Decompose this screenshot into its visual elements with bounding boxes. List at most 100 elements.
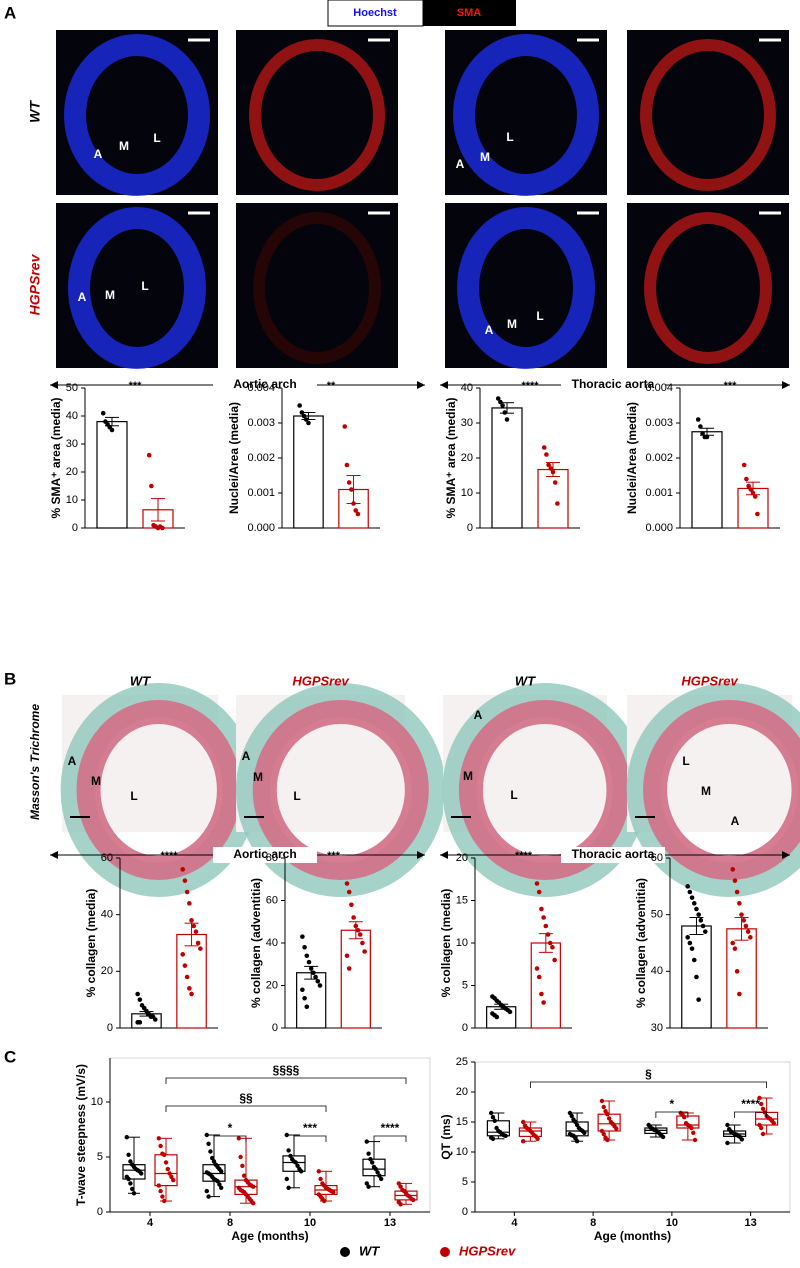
- data-point: [349, 902, 354, 908]
- data-point: [346, 889, 352, 895]
- data-point: [180, 952, 186, 957]
- data-point: [725, 1122, 730, 1128]
- x-tick-label: 10: [666, 1217, 678, 1229]
- column-title: WT: [515, 673, 536, 688]
- data-point: [364, 1139, 369, 1144]
- tissue-label: L: [536, 309, 543, 323]
- y-tick-label: 50: [66, 382, 78, 394]
- data-point: [702, 929, 708, 934]
- data-point: [411, 1197, 416, 1203]
- data-point: [759, 1101, 764, 1107]
- data-point: [745, 929, 751, 934]
- y-tick-label: 20: [456, 1086, 468, 1098]
- data-point: [541, 915, 546, 920]
- data-point: [211, 1159, 217, 1164]
- data-point: [734, 969, 740, 974]
- data-point: [698, 424, 703, 429]
- tissue-ring: [640, 39, 776, 191]
- data-point: [569, 1113, 574, 1119]
- data-point: [317, 983, 323, 988]
- data-point: [251, 1201, 256, 1206]
- data-point: [156, 1136, 161, 1141]
- data-point: [377, 1173, 382, 1178]
- data-point: [351, 915, 356, 920]
- data-point: [743, 923, 749, 929]
- data-point: [396, 1181, 401, 1186]
- y-axis-label: % SMA⁺ area (media): [444, 397, 458, 518]
- plot-frame: [474, 1061, 791, 1213]
- media: [76, 700, 241, 880]
- y-tick-label: 5: [462, 1176, 468, 1188]
- tissue-label: A: [731, 814, 740, 828]
- data-point: [169, 1174, 174, 1180]
- data-point: [240, 1163, 245, 1169]
- legend-label: HGPSrev: [459, 1243, 516, 1258]
- data-point: [195, 940, 201, 946]
- data-point: [582, 1130, 587, 1136]
- data-point: [373, 1166, 378, 1172]
- bar: [96, 421, 128, 529]
- data-point: [299, 410, 305, 415]
- tissue-label: L: [293, 789, 300, 803]
- tissue-ring: [253, 212, 381, 364]
- y-tick-label: 20: [266, 979, 278, 991]
- data-point: [760, 1106, 766, 1112]
- y-tick-label: 0.002: [645, 452, 673, 464]
- significance-bracket: [373, 1135, 407, 1142]
- y-axis-label: % collagen (adventitia): [249, 878, 263, 1008]
- data-point: [692, 1137, 698, 1143]
- tissue-label: M: [463, 769, 473, 783]
- data-point: [284, 1176, 289, 1182]
- data-point: [534, 881, 540, 886]
- stain-label: Masson's Trichrome: [28, 704, 42, 820]
- x-tick-label: 13: [384, 1217, 396, 1229]
- data-point: [124, 1135, 129, 1140]
- bar: [537, 468, 569, 529]
- y-tick-label: 40: [266, 937, 278, 949]
- data-point: [739, 912, 744, 917]
- data-point: [535, 1136, 540, 1142]
- data-point: [353, 508, 359, 513]
- data-point: [547, 940, 553, 946]
- data-point: [748, 935, 753, 940]
- data-point: [182, 878, 188, 883]
- micrograph: [236, 30, 398, 195]
- data-point: [725, 1140, 730, 1146]
- data-point: [311, 970, 316, 976]
- bar: [340, 929, 371, 1029]
- data-point: [162, 1152, 167, 1158]
- data-point: [760, 1131, 766, 1137]
- data-point: [601, 1104, 606, 1110]
- data-point: [504, 417, 510, 422]
- tissue-ring: [644, 212, 772, 364]
- y-tick-label: 40: [101, 909, 113, 921]
- y-tick-label: 5: [462, 979, 468, 991]
- tissue-label: A: [456, 157, 465, 171]
- significance: §: [645, 1067, 652, 1081]
- data-point: [302, 944, 307, 950]
- data-point: [251, 1184, 256, 1189]
- significance-bracket: [165, 1077, 407, 1084]
- data-point: [286, 1185, 291, 1191]
- data-point: [503, 1133, 508, 1139]
- region-label: Thoracic aorta: [572, 377, 655, 391]
- data-point: [730, 867, 736, 872]
- tissue-ring: [249, 39, 385, 191]
- data-point: [137, 1020, 143, 1025]
- tissue-label: L: [153, 131, 160, 145]
- data-point: [182, 963, 188, 968]
- data-point: [370, 1160, 375, 1165]
- data-point: [495, 396, 501, 401]
- data-point: [149, 483, 154, 489]
- y-tick-label: 0: [462, 1206, 468, 1218]
- data-point: [732, 878, 738, 883]
- data-point: [368, 1157, 373, 1162]
- y-tick-label: 0.002: [247, 452, 275, 464]
- data-point: [165, 1166, 170, 1172]
- data-point: [695, 417, 701, 422]
- data-point: [691, 901, 697, 906]
- data-point: [541, 1000, 546, 1005]
- data-point: [492, 1118, 497, 1124]
- y-tick-label: 0: [107, 1022, 113, 1034]
